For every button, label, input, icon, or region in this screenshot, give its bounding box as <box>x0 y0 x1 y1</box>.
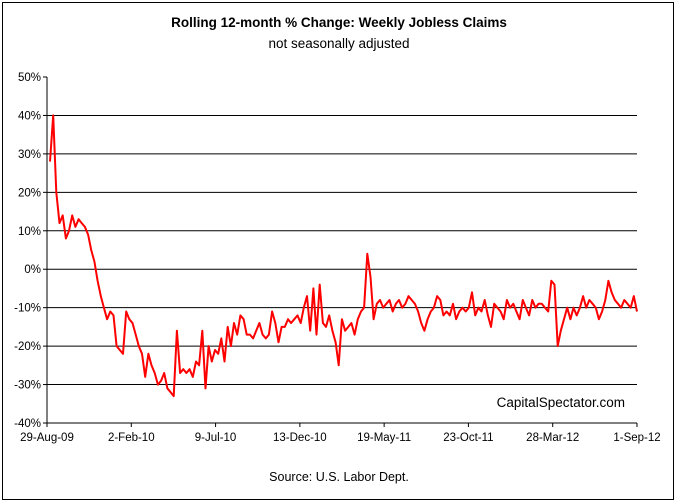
chart-frame <box>2 2 674 500</box>
x-tick-label: 2-Feb-10 <box>108 432 155 444</box>
series-layer <box>49 114 638 398</box>
x-tick-label: 9-Jul-10 <box>195 432 237 444</box>
y-tick-label: -20% <box>14 341 41 353</box>
series-line <box>49 114 638 398</box>
x-tick-label: 13-Dec-10 <box>273 432 327 444</box>
x-tick-label: 23-Oct-11 <box>443 432 493 444</box>
y-tick-label: 40% <box>18 110 41 122</box>
chart-subtitle: not seasonally adjusted <box>268 36 410 51</box>
y-tick-label: -30% <box>14 380 41 392</box>
y-axis-ticks: 50% 40% 30% 20% 10% 0% -10% -20% -30% -40% <box>14 72 47 430</box>
axis-layer <box>46 77 637 424</box>
y-tick-label: 50% <box>18 72 41 84</box>
y-tick-label: -40% <box>14 418 41 430</box>
x-tick-label: 19-May-11 <box>357 432 411 444</box>
x-axis-ticks: 29-Aug-09 2-Feb-10 9-Jul-10 13-Dec-10 19-May… <box>20 423 661 444</box>
y-tick-label: 20% <box>18 187 41 199</box>
x-tick-label: 29-Aug-09 <box>20 432 74 444</box>
x-tick-label: 28-Mar-12 <box>526 432 579 444</box>
x-tick-label: 1-Sep-12 <box>613 432 660 444</box>
y-tick-label: 30% <box>18 149 41 161</box>
source-note: Source: U.S. Labor Dept. <box>269 470 409 484</box>
y-tick-label: 0% <box>24 264 41 276</box>
watermark: CapitalSpectator.com <box>497 395 625 410</box>
chart-title: Rolling 12-month % Change: Weekly Jobles… <box>171 15 507 30</box>
y-tick-label: 10% <box>18 226 41 238</box>
grid-lines <box>47 114 637 386</box>
y-tick-label: -10% <box>14 303 41 315</box>
